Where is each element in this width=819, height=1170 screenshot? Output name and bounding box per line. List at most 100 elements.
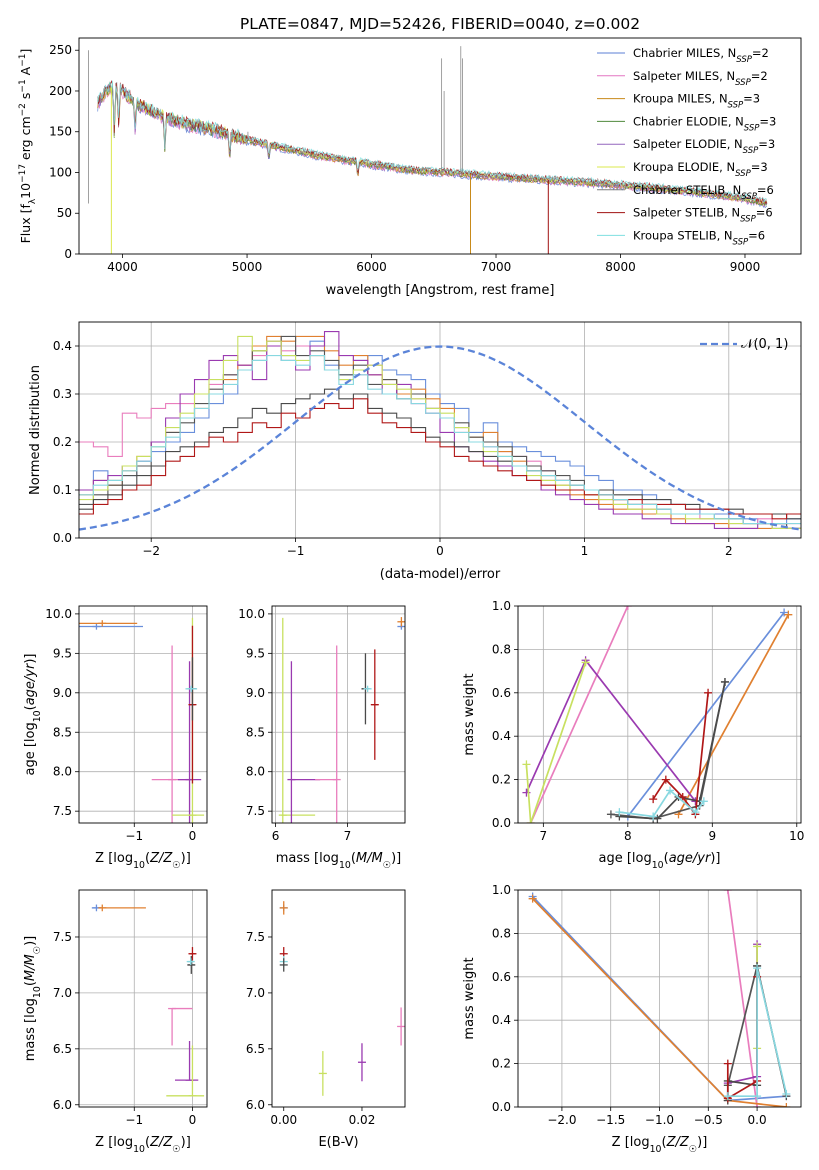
weight-point-marker [661, 775, 670, 784]
y-tick-label: 50 [57, 206, 72, 220]
weight-series-line [727, 944, 758, 1084]
weight-point-marker [784, 610, 793, 619]
x-tick-label: 9000 [730, 260, 761, 274]
mass-vs-EBV-panel: 0.00 0.02 6.0 6.5 7.0 7.5 E(B-V) [246, 889, 406, 1150]
y-tick-label: 6.5 [53, 1042, 72, 1056]
axes-frame [517, 605, 802, 824]
weight-series-line [619, 789, 705, 818]
weight-series-line [525, 662, 587, 823]
y-tick-label: 7.5 [246, 930, 265, 944]
y-tick-label: 0.0 [492, 816, 511, 830]
weight-point-marker [691, 808, 700, 817]
weight-series-line [529, 606, 629, 823]
x-tick-label: 8 [624, 829, 632, 843]
weight-series-line [525, 658, 697, 802]
spectrum-panel: 4000 5000 6000 7000 8000 9000 0 50 100 150 200 250 w… [18, 37, 802, 298]
legend-label: Salpeter ELODIE, NSSP=3 [633, 137, 775, 156]
legend-label: Chabrier STELIB, NSSP=6 [633, 183, 774, 202]
age-vs-mass-panel: 6 7 7.5 8.0 8.5 9.0 9.5 10.0 mass [log10(M/M☉)] [238, 605, 406, 871]
y-tick-label: 7.0 [246, 986, 265, 1000]
histogram-series [79, 388, 801, 520]
axes-frame [78, 321, 802, 539]
mass-vs-Z-panel: −1 0 6.0 6.5 7.0 7.5 Z [log10(Z/Z☉)] mass [log1… [23, 889, 208, 1155]
weight-point-marker [678, 792, 687, 801]
x-tick-label: −2.0 [547, 1113, 576, 1127]
y-tick-label: 6.0 [53, 1098, 72, 1112]
axes-frame [271, 889, 406, 1108]
x-tick-label: 0 [436, 544, 444, 558]
legend-label: Kroupa STELIB, NSSP=6 [633, 228, 765, 247]
weight-series-line [727, 967, 788, 1098]
y-tick-label: 0.2 [53, 435, 72, 449]
y-tick-label: 7.5 [53, 930, 72, 944]
y-axis-label: Flux [fλ10−17 erg cm−2 s−1 A−1] [18, 49, 38, 244]
legend-label-gaussian: 𝒩(0, 1) [741, 337, 788, 352]
legend-label: Salpeter MILES, NSSP=2 [633, 69, 768, 88]
axes-frame [517, 889, 802, 1108]
mass-weight-vs-age-panel: 7 8 9 10 0.0 0.2 0.4 0.6 0.8 1.0 age [log10(age/yr… [462, 599, 804, 871]
weight-point-marker [522, 760, 531, 769]
y-tick-label: 0.2 [492, 1057, 511, 1071]
y-axis-label: mass weight [462, 957, 477, 1039]
x-axis-label: Z [log10(Z/Z☉)] [95, 851, 191, 871]
weight-point-marker [753, 1092, 762, 1101]
y-axis-label: Normed distribution [28, 365, 43, 495]
weight-point-marker [526, 819, 535, 823]
x-tick-label: 7 [344, 829, 352, 843]
histogram-series [79, 355, 801, 525]
x-tick-label: 6 [272, 829, 280, 843]
data-points [91, 904, 205, 1097]
age-vs-Z-panel: −1 0 7.5 8.0 8.5 9.0 9.5 10.0 Z [log10(Z/Z☉)] age… [23, 605, 208, 871]
legend-label: Kroupa ELODIE, NSSP=3 [633, 160, 768, 179]
x-axis-label: E(B-V) [318, 1135, 358, 1150]
weight-point-marker [653, 814, 662, 823]
y-tick-label: 8.0 [53, 765, 72, 779]
x-tick-label: −1 [125, 829, 143, 843]
y-tick-label: 100 [49, 165, 72, 179]
weight-point-marker [723, 1059, 732, 1068]
x-tick-label: 0 [189, 829, 197, 843]
y-tick-label: 6.5 [246, 1042, 265, 1056]
weight-point-marker [666, 786, 675, 795]
y-tick-label: 7.5 [246, 804, 265, 818]
legend-label: Kroupa MILES, NSSP=3 [633, 92, 760, 111]
x-tick-label: 7 [540, 829, 548, 843]
y-tick-label: 7.5 [53, 804, 72, 818]
axes-frame [78, 605, 208, 824]
y-tick-label: 9.5 [246, 646, 265, 660]
y-tick-label: 8.5 [246, 725, 265, 739]
y-tick-label: 200 [49, 84, 72, 98]
x-tick-label: 4000 [107, 260, 138, 274]
y-tick-label: 0.1 [53, 483, 72, 497]
y-tick-label: 8.5 [53, 725, 72, 739]
weight-point-marker [615, 808, 624, 817]
weight-series-line [726, 965, 758, 1086]
axes-frame [271, 605, 406, 824]
x-tick-label: 0.0 [748, 1113, 767, 1127]
y-axis-label: age [log10(age/yr)] [23, 653, 43, 775]
x-tick-label: −1 [287, 544, 305, 558]
histograms [79, 331, 801, 531]
x-tick-label: 9 [708, 829, 716, 843]
axes-frame [78, 37, 802, 255]
y-tick-label: 0.0 [492, 1100, 511, 1114]
x-axis-label: Z [log10(Z/Z☉)] [612, 1135, 708, 1155]
weight-point-marker [780, 608, 789, 617]
x-tick-label: 8000 [605, 260, 636, 274]
x-axis-label: Z [log10(Z/Z☉)] [95, 1135, 191, 1155]
weight-point-marker [720, 677, 729, 686]
legend-label: Chabrier ELODIE, NSSP=3 [633, 114, 776, 133]
weight-series-line [726, 890, 758, 1107]
x-axis-label: mass [log10(M/M☉)] [276, 851, 402, 871]
residuals-panel: −2 −1 0 1 2 0.0 0.1 0.2 0.3 0.4 𝒩(0, 1) (data-model… [28, 321, 802, 582]
weight-point-marker [606, 810, 615, 819]
y-tick-label: 8.0 [246, 765, 265, 779]
axes-frame [78, 889, 208, 1108]
weight-point-marker [753, 942, 762, 951]
weight-point-marker [782, 1089, 791, 1098]
weight-point-marker [528, 894, 537, 903]
x-tick-label: 7000 [481, 260, 512, 274]
weight-lines [528, 890, 791, 1107]
y-tick-label: 250 [49, 43, 72, 57]
